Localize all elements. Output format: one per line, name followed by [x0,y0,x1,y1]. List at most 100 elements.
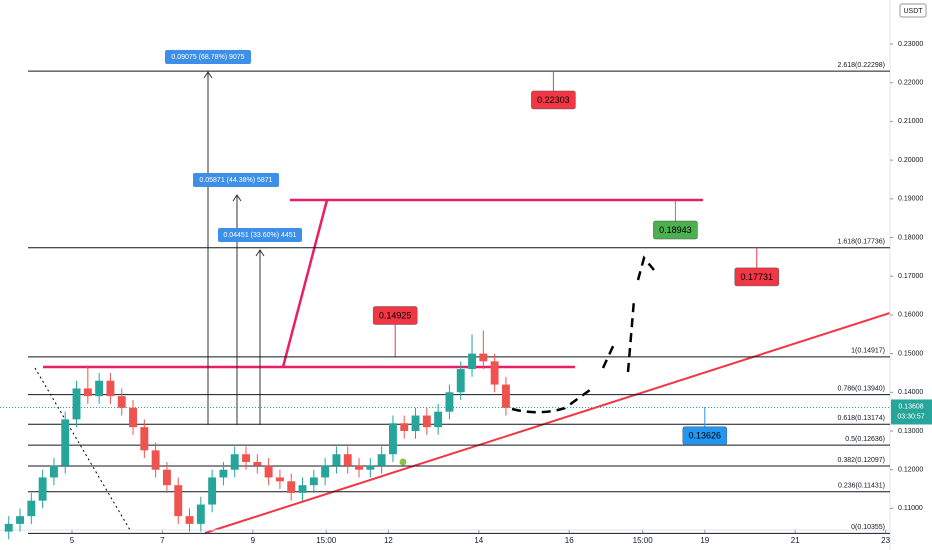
fib-label: 0.5(0.12636) [845,436,885,443]
candle-body [445,392,454,412]
fib-label: 0.382(0.12097) [838,457,885,464]
candle-body [287,481,296,493]
price-label-box [734,267,780,287]
price-label: 0.18943 [659,225,692,235]
price-label: 0.14925 [379,310,412,320]
candle-body [72,388,81,420]
x-tick-label: 9 [251,536,256,545]
fib-label: 1(0.14917) [851,348,885,355]
candle-body [275,477,284,482]
candle-body [434,411,443,428]
candle-body [309,477,318,486]
measure-label-box [165,50,251,64]
fib-label: 1.618(0.17736) [838,239,885,246]
candle-body [219,469,228,478]
candle-body [129,407,137,428]
y-tick-label: 0.19000 [898,196,923,203]
signal-dot [399,458,407,466]
y-tick-label: 0.23000 [898,41,923,48]
price-label: 0.22303 [537,95,570,105]
connector-line [281,199,329,368]
candle-body [479,353,488,362]
candle-body [174,485,183,517]
y-tick-label: 0.15000 [898,350,923,357]
candle-body [366,465,375,470]
currency-badge [899,3,927,18]
candle-body [242,454,250,462]
candle-body [501,384,510,408]
candle-body [400,423,409,432]
candle-body [321,465,330,478]
candle-body [332,454,341,466]
y-tick-label: 0.18000 [898,234,923,241]
x-tick-label: 21 [791,536,800,545]
y-tick-label: 0.22000 [898,80,923,87]
candle-body [230,454,239,470]
candle-body [456,369,465,393]
measure-label-box [218,228,302,242]
candle-body [208,477,217,505]
measure-label: 0.09075 (68.78%) 9075 [171,54,244,61]
price-label: 0.17731 [741,272,774,282]
price-label: 0.13626 [689,431,722,441]
x-tick-label: 7 [160,536,165,545]
price-label-box [653,220,698,240]
candle-body [490,361,499,385]
candle-body [16,516,24,524]
fib-label: 2.618(0.22298) [838,62,885,69]
candle-body [61,419,70,466]
drawings: 0.09075 (68.78%) 9075 0.05871 (44.38%) 5… [34,50,891,534]
price-label-box [372,306,418,325]
projection-path [511,255,655,414]
y-tick-label: 0.11000 [898,505,923,512]
x-tick-label: 15:00 [316,536,337,545]
candle-body [38,477,47,501]
y-tick-label: 0.13000 [898,428,923,435]
x-tick-label: 23 [881,536,890,545]
x-tick-label: 12 [384,536,393,545]
candle-body [343,454,352,466]
measure-label: 0.04451 (33.60%) 4451 [223,232,296,239]
candle-body [117,396,126,408]
measure-label-box [193,173,279,187]
x-tick-label: 19 [700,536,709,545]
y-tick-label: 0.17000 [898,273,923,280]
candle-body [388,423,397,455]
candle-body [253,461,262,466]
measure-label: 0.05871 (44.38%) 5871 [199,177,272,184]
candle-body [422,415,431,428]
last-price-label: 0.13608 [898,403,923,410]
candle-body [185,516,194,524]
price-label-box [531,90,576,110]
y-tick-label: 0.21000 [898,118,923,125]
arrow-head [255,249,265,257]
candle-body [468,353,476,370]
x-tick-label: 5 [70,536,75,545]
candle-body [106,380,115,397]
fib-label: 0.236(0.11431) [838,483,885,490]
candle-body [27,500,36,517]
candle-body [355,465,363,470]
currency-label: USDT [903,8,923,15]
candle-body [49,465,58,478]
x-tick-label: 16 [565,536,574,545]
candle-body [4,523,13,532]
fib-label: 0.618(0.13174) [838,415,885,422]
arrow-head [232,194,242,202]
x-tick-label: 15:00 [633,536,654,545]
candle-body [411,415,420,432]
countdown-label: 03:30:57 [897,413,924,420]
support-trendline [204,312,891,534]
y-tick-label: 0.14000 [898,389,923,396]
price-label-box [682,426,728,446]
y-tick-label: 0.16000 [898,312,923,319]
y-tick-label: 0.12000 [898,467,923,474]
arrow-head [203,71,213,79]
candle-body [264,465,273,478]
candle-body [162,469,171,486]
x-tick-label: 14 [474,536,483,545]
candle-body [95,380,104,397]
candle-body [140,427,149,451]
